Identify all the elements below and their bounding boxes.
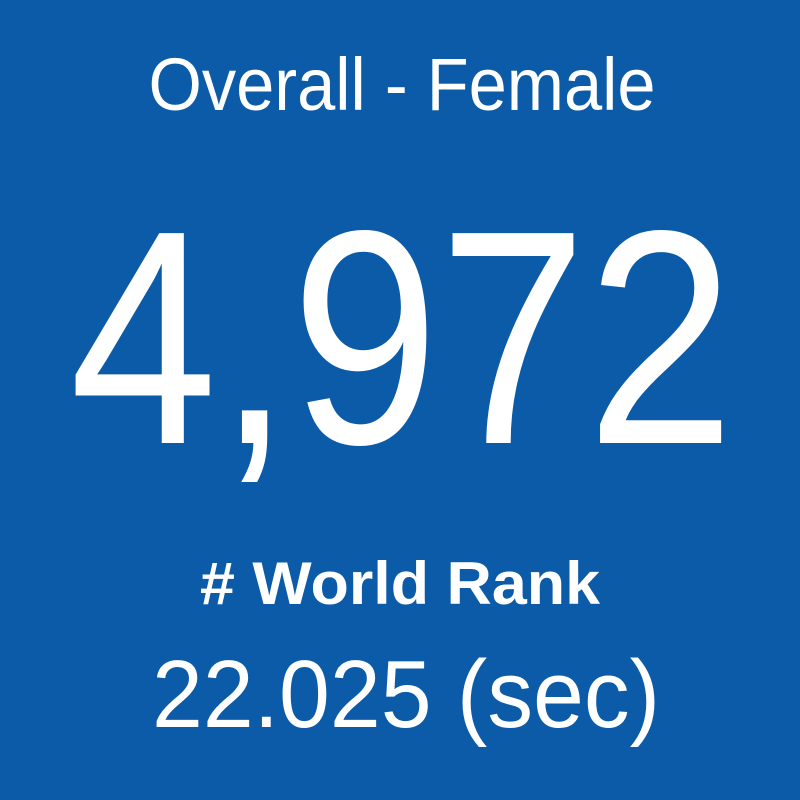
rank-label: # World Rank (200, 550, 601, 617)
card-title: Overall - Female (149, 43, 656, 126)
time-value: 22.025 (sec) (152, 641, 660, 748)
rank-value: 4,972 (70, 167, 735, 508)
